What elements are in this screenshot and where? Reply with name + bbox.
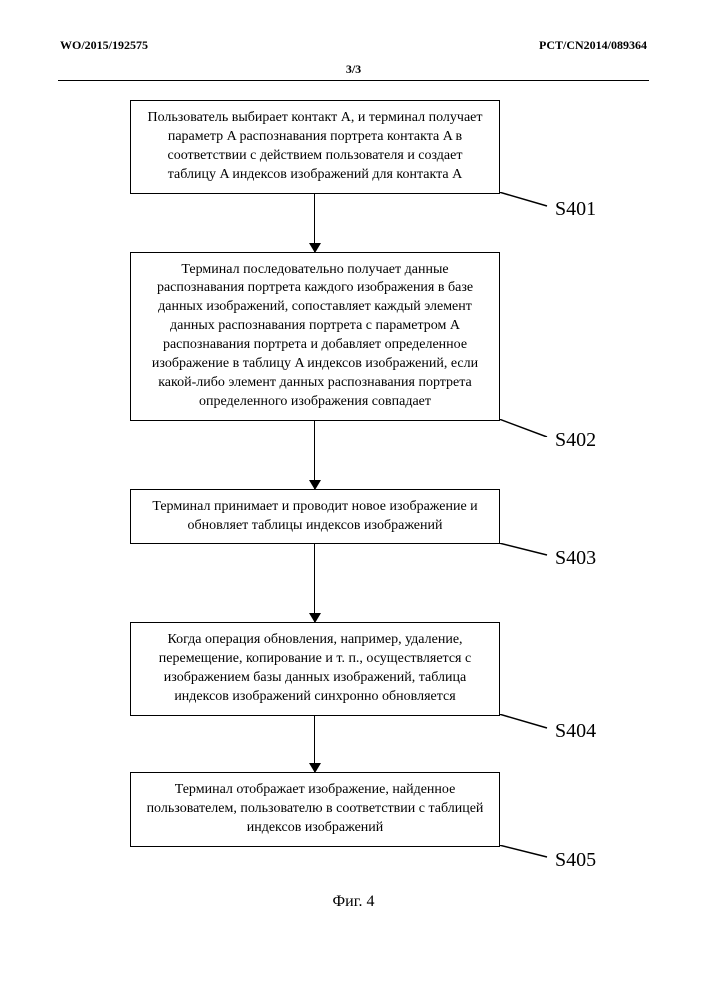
step-label: S401 [555, 198, 596, 221]
arrow-down-icon [314, 716, 315, 772]
flow-node: Терминал отображает изображение, найденн… [130, 772, 500, 847]
leader-line-icon [499, 845, 549, 863]
leader-line-icon [499, 543, 549, 561]
flow-step: Терминал отображает изображение, найденн… [0, 772, 707, 865]
arrow-down-icon [314, 194, 315, 252]
flow-step: Терминал последовательно получает данные… [0, 252, 707, 445]
pub-number: WO/2015/192575 [60, 38, 148, 53]
flow-node: Терминал принимает и проводит новое изоб… [130, 489, 500, 545]
step-label: S403 [555, 547, 596, 570]
step-label: S402 [555, 429, 596, 452]
flow-node: Пользователь выбирает контакт A, и терми… [130, 100, 500, 194]
flow-node: Когда операция обновления, например, уда… [130, 622, 500, 716]
step-label: S404 [555, 720, 596, 743]
flow-step: Терминал принимает и проводит новое изоб… [0, 489, 707, 563]
leader-line-icon [499, 714, 549, 732]
arrow-down-icon [314, 421, 315, 489]
flow-step: Когда операция обновления, например, уда… [0, 622, 707, 736]
step-label: S405 [555, 849, 596, 872]
page-number: 3/3 [0, 62, 707, 77]
figure-caption: Фиг. 4 [0, 893, 707, 911]
page-header: WO/2015/192575 PCT/CN2014/089364 [60, 38, 647, 53]
leader-line-icon [499, 419, 549, 437]
flowchart: Пользователь выбирает контакт A, и терми… [0, 100, 707, 911]
header-rule [58, 80, 649, 81]
app-number: PCT/CN2014/089364 [539, 38, 647, 53]
flow-node: Терминал последовательно получает данные… [130, 252, 500, 421]
flow-step: Пользователь выбирает контакт A, и терми… [0, 100, 707, 214]
arrow-down-icon [314, 544, 315, 622]
leader-line-icon [499, 192, 549, 210]
